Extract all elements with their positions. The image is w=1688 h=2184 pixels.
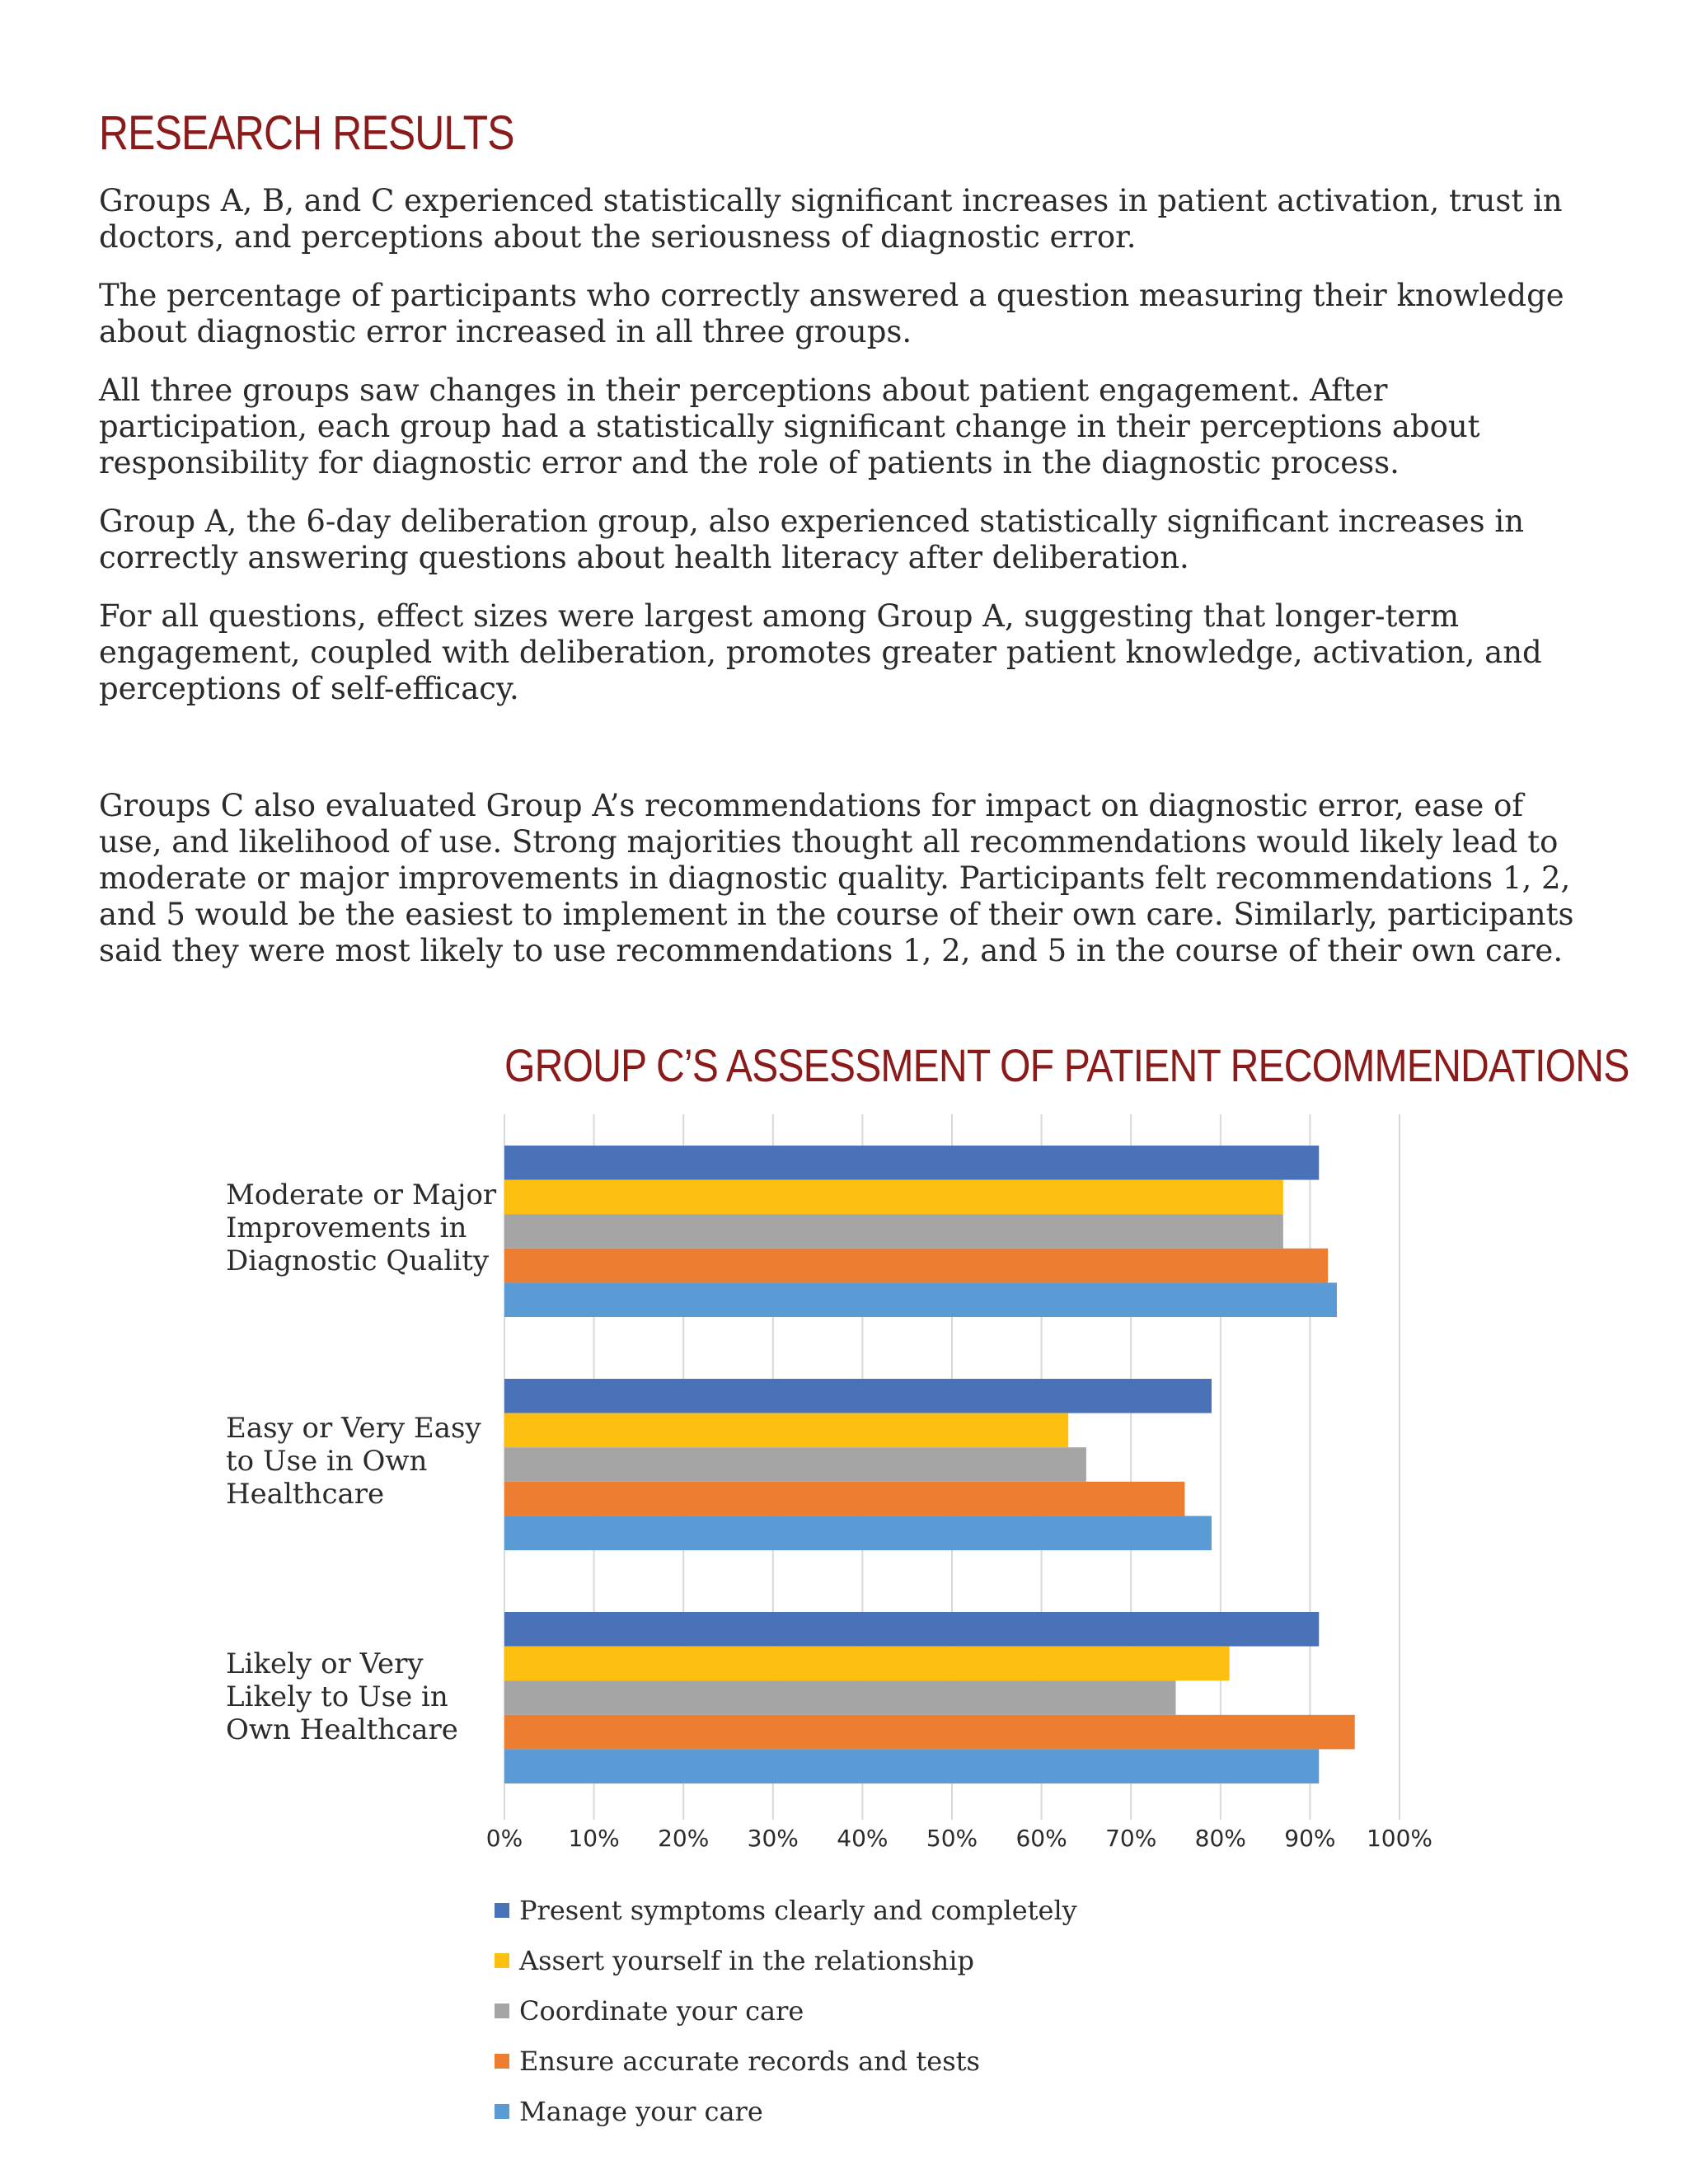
category-label: Moderate or Major Improvements in Diagnost…	[226, 1179, 506, 1277]
category-label: Easy or Very Easy to Use in Own Healthcare	[226, 1412, 506, 1511]
bar	[504, 1516, 1212, 1550]
chart-title: GROUP C’S ASSESSMENT OF PATIENT RECOMMEN…	[504, 1039, 1629, 1091]
bar	[504, 1447, 1086, 1482]
chart-legend: Present symptoms clearly and completely A…	[495, 1885, 1077, 2136]
x-tick-label: 20%	[658, 1825, 709, 1852]
paragraph-5: For all questions, effect sizes were lar…	[99, 598, 1542, 706]
legend-swatch	[495, 1902, 509, 1918]
bar	[504, 1612, 1320, 1647]
legend-label: Ensure accurate records and tests	[519, 2045, 980, 2077]
legend-swatch	[495, 1952, 509, 1968]
legend-item: Coordinate your care	[495, 1985, 1077, 2036]
legend-label: Coordinate your care	[519, 1994, 804, 2027]
body-text: Groups A, B, and C experienced statistic…	[99, 183, 1582, 991]
legend-item: Ensure accurate records and tests	[495, 2036, 1077, 2086]
bar	[504, 1646, 1230, 1681]
paragraph-6: Groups C also evaluated Group A’s recomm…	[99, 788, 1574, 968]
bar	[504, 1749, 1320, 1783]
category-label-line: Likely or Very	[226, 1647, 424, 1680]
x-tick-label: 60%	[1015, 1825, 1067, 1852]
legend-item: Present symptoms clearly and completely	[495, 1885, 1077, 1935]
x-tick-label: 70%	[1105, 1825, 1156, 1852]
legend-swatch	[495, 2103, 509, 2119]
category-label-line: Own Healthcare	[226, 1713, 458, 1746]
legend-swatch	[495, 2003, 509, 2018]
x-tick-label: 100%	[1367, 1825, 1432, 1852]
category-label-line: Easy or Very Easy	[226, 1412, 481, 1445]
bar	[504, 1248, 1329, 1283]
x-tick-label: 30%	[748, 1825, 799, 1852]
category-label-line: Improvements in	[226, 1212, 467, 1244]
bar	[504, 1146, 1320, 1180]
legend-swatch	[495, 2053, 509, 2069]
category-label-line: Healthcare	[226, 1478, 385, 1511]
x-tick-label: 10%	[568, 1825, 619, 1852]
category-label: Likely or Very Likely to Use in Own Health…	[226, 1647, 506, 1746]
legend-label: Manage your care	[519, 2095, 763, 2127]
bar	[504, 1413, 1069, 1448]
bar	[504, 1714, 1355, 1750]
legend-item: Assert yourself in the relationship	[495, 1935, 1077, 1985]
category-label-line: to Use in Own	[226, 1445, 428, 1478]
x-tick-label: 0%	[486, 1825, 523, 1852]
bar	[504, 1214, 1283, 1249]
x-tick-label: 50%	[926, 1825, 978, 1852]
x-tick-label: 80%	[1195, 1825, 1246, 1852]
legend-item: Manage your care	[495, 2086, 1077, 2136]
bar	[504, 1481, 1185, 1516]
bar	[504, 1680, 1176, 1715]
legend-label: Assert yourself in the relationship	[519, 1944, 974, 1976]
paragraph-1: Groups A, B, and C experienced statistic…	[99, 183, 1563, 255]
bar	[504, 1282, 1337, 1317]
category-label-line: Likely to Use in	[226, 1680, 448, 1713]
category-label-line: Moderate or Major	[226, 1179, 497, 1212]
paragraph-3: All three groups saw changes in their pe…	[99, 373, 1480, 480]
legend-label: Present symptoms clearly and completely	[519, 1894, 1077, 1926]
section-heading: RESEARCH RESULTS	[99, 106, 514, 160]
paragraph-2: The percentage of participants who corre…	[99, 278, 1564, 349]
bar	[504, 1179, 1283, 1215]
paragraph-4: Group A, the 6-day deliberation group, a…	[99, 504, 1525, 575]
bar	[504, 1379, 1212, 1413]
category-label-line: Diagnostic Quality	[226, 1244, 490, 1277]
x-tick-label: 40%	[837, 1825, 888, 1852]
x-tick-label: 90%	[1284, 1825, 1335, 1852]
